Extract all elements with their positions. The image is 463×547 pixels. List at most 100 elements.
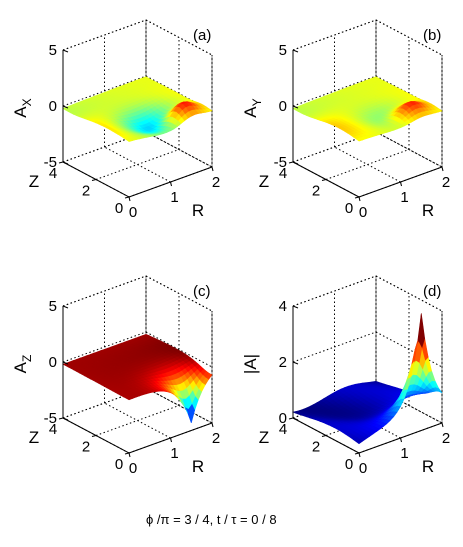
r-tick-label: 0	[359, 460, 367, 477]
r-tick-label: 2	[442, 174, 450, 191]
grid-line	[95, 405, 180, 436]
z-tick-label: 2	[82, 183, 90, 200]
r-tick	[128, 196, 131, 202]
r-tick-label: 2	[212, 174, 220, 191]
grid-line	[292, 275, 377, 307]
caption-slash1: /	[153, 512, 161, 527]
panel-b: -5 0 5 0 2 4 0 1 2 Z R AY (b)	[241, 19, 450, 221]
surface	[62, 333, 213, 424]
value-tick	[62, 105, 69, 109]
r-tick-label: 1	[400, 445, 408, 462]
value-tick	[62, 417, 69, 421]
value-axis-label: |A|	[241, 354, 260, 374]
panel-label: (b)	[423, 27, 441, 44]
grid-line	[95, 149, 180, 180]
r-tick-label: 0	[359, 204, 367, 221]
r-tick	[170, 437, 172, 443]
r-tick	[441, 166, 444, 172]
r-tick	[170, 181, 172, 187]
grid-line	[145, 19, 213, 56]
z-tick	[124, 196, 130, 199]
grid-line	[375, 275, 443, 312]
z-tick	[321, 179, 327, 181]
surface	[291, 313, 443, 445]
value-axis-label: AZ	[11, 355, 34, 374]
value-tick-label: 5	[49, 42, 57, 59]
value-tick	[292, 105, 299, 109]
z-tick	[288, 417, 294, 420]
value-tick-label: -5	[44, 154, 57, 171]
value-tick	[292, 305, 299, 309]
r-tick-label: 0	[129, 204, 137, 221]
r-tick-label: 1	[170, 189, 178, 206]
r-tick-label: 1	[170, 445, 178, 462]
value-tick	[62, 305, 69, 309]
grid-line	[145, 275, 213, 312]
r-tick	[358, 196, 361, 202]
value-tick-label: 2	[279, 354, 287, 371]
grid-line	[292, 131, 377, 163]
panel-label: (c)	[193, 283, 211, 300]
value-tick	[292, 161, 299, 165]
z-tick	[58, 161, 64, 164]
z-tick-label: 4	[49, 421, 57, 438]
value-tick-label: -5	[44, 410, 57, 427]
caption-pi: π	[161, 512, 170, 527]
panel-label: (a)	[193, 27, 211, 44]
z-tick-label: 4	[279, 421, 287, 438]
value-tick-label: 0	[279, 410, 287, 427]
value-tick-label: 5	[279, 42, 287, 59]
z-tick-label: 0	[115, 456, 123, 473]
z-tick	[354, 196, 360, 199]
value-tick	[62, 49, 69, 53]
grid-line	[62, 19, 147, 51]
r-tick	[441, 422, 444, 428]
r-axis-label: R	[192, 201, 204, 220]
z-tick	[91, 179, 97, 181]
value-tick-label: 0	[279, 98, 287, 115]
z-tick	[91, 435, 97, 437]
z-axis-label: Z	[29, 428, 39, 447]
r-tick-label: 0	[129, 460, 137, 477]
r-tick	[211, 422, 214, 428]
z-tick	[288, 161, 294, 164]
z-tick-label: 2	[312, 183, 320, 200]
z-tick	[124, 452, 130, 455]
r-tick-label: 2	[442, 430, 450, 447]
caption-tau: τ	[231, 512, 237, 527]
r-axis-label: R	[422, 457, 434, 476]
surface-cell	[125, 396, 134, 401]
z-tick-label: 4	[279, 165, 287, 182]
value-axis-label: AY	[241, 98, 264, 117]
panel-a: -5 0 5 0 2 4 0 1 2 Z R AX (a)	[11, 19, 220, 221]
z-tick-label: 2	[82, 439, 90, 456]
panel-label: (d)	[423, 283, 441, 300]
value-tick	[62, 161, 69, 165]
surface-cell	[355, 438, 364, 445]
value-tick-label: -5	[274, 154, 287, 171]
value-tick-label: 0	[49, 354, 57, 371]
grid-line	[62, 275, 147, 307]
surface	[62, 76, 213, 142]
value-tick	[292, 361, 299, 365]
z-tick-label: 0	[345, 456, 353, 473]
surface	[292, 76, 443, 142]
z-tick-label: 0	[115, 200, 123, 217]
figure-caption: ϕ /π = 3 / 4, t / τ = 0 / 8	[146, 512, 277, 527]
grid-line	[62, 131, 147, 163]
value-tick-label: 4	[279, 298, 287, 315]
value-axis-label: AX	[11, 98, 34, 117]
z-axis-label: Z	[29, 172, 39, 191]
z-tick-label: 2	[312, 439, 320, 456]
grid-line	[292, 19, 377, 51]
z-tick	[321, 435, 327, 437]
r-tick-label: 2	[212, 430, 220, 447]
caption-eq2: = 0 / 8	[236, 512, 276, 527]
value-tick	[62, 361, 69, 365]
z-tick-label: 4	[49, 165, 57, 182]
r-tick	[400, 437, 402, 443]
value-tick	[292, 417, 299, 421]
z-axis-label: Z	[259, 428, 269, 447]
